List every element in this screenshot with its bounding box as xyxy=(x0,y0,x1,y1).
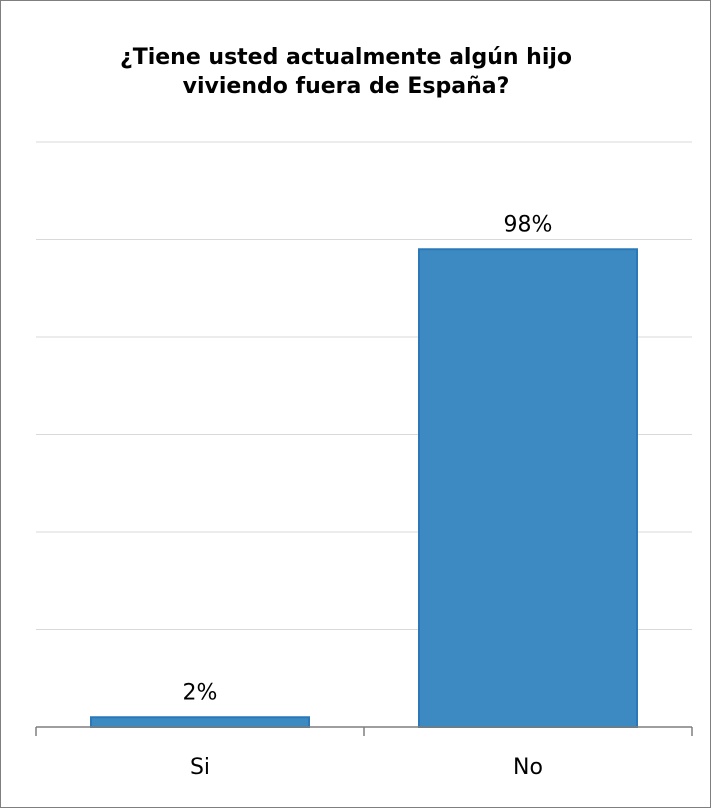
data-label-si: 2% xyxy=(183,680,218,705)
data-labels: 2% 98% xyxy=(183,212,553,705)
chart-title-line-1: ¿Tiene usted actualmente algún hijo xyxy=(119,45,573,70)
chart-title-line-2: viviendo fuera de España? xyxy=(182,74,510,99)
bar-no xyxy=(418,248,638,728)
x-tick-label-si: Si xyxy=(190,755,210,780)
chart-title: ¿Tiene usted actualmente algún hijo vivi… xyxy=(36,43,656,101)
bar-si xyxy=(90,716,310,728)
x-tick-label-no: No xyxy=(513,755,543,780)
bars xyxy=(90,248,638,728)
data-label-no: 98% xyxy=(504,212,553,237)
x-axis: Si No xyxy=(35,726,693,780)
